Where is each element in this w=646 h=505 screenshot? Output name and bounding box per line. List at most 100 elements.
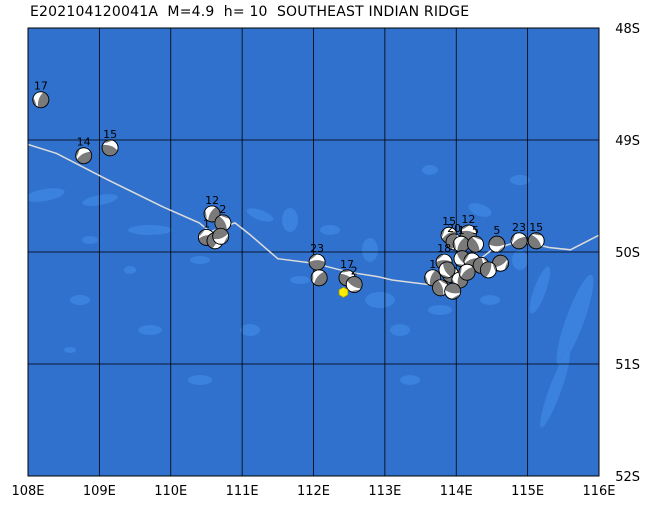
lon-tick-label: 110E bbox=[154, 484, 187, 499]
event-label: 1 bbox=[458, 224, 465, 237]
bathymetry-patch bbox=[512, 250, 528, 270]
bathymetry-patch bbox=[240, 324, 260, 336]
mechanism-compressional bbox=[347, 276, 363, 289]
mechanism-compressional bbox=[199, 229, 206, 237]
bathymetry-patch bbox=[422, 165, 438, 175]
bathymetry-patch bbox=[128, 225, 172, 235]
event-label: 23 bbox=[512, 221, 526, 234]
event-label: 17 bbox=[34, 80, 48, 93]
lon-tick-label: 111E bbox=[226, 484, 259, 499]
epicenter-hexagon bbox=[338, 286, 349, 298]
mechanism-compressional bbox=[459, 266, 462, 276]
mechanism-rim bbox=[444, 282, 462, 300]
mechanism-rim bbox=[212, 227, 230, 245]
mechanism-compressional bbox=[424, 275, 429, 284]
lon-tick-label: 113E bbox=[368, 484, 401, 499]
bathymetry-patch bbox=[320, 225, 340, 235]
mechanism-compressional bbox=[528, 234, 542, 249]
mechanism-compressional bbox=[223, 235, 228, 244]
mechanism-rim bbox=[488, 235, 506, 253]
focal-mechanism bbox=[212, 227, 230, 245]
bathymetry-patch bbox=[82, 194, 118, 206]
event-label: 20 bbox=[447, 222, 461, 235]
mechanism-compressional bbox=[440, 273, 449, 278]
mechanism-compressional bbox=[310, 254, 318, 261]
bathymetry-patch bbox=[468, 203, 492, 217]
focal-mechanism bbox=[214, 214, 232, 232]
bathymetry-patch bbox=[556, 274, 594, 366]
mechanism-compressional bbox=[212, 228, 229, 240]
mechanism-compressional bbox=[214, 215, 227, 231]
bathymetry-patch bbox=[428, 305, 452, 315]
event-label: 2 bbox=[219, 203, 226, 216]
mechanism-rim bbox=[101, 139, 119, 157]
event-label: 2 bbox=[351, 264, 358, 277]
mechanism-compressional bbox=[464, 253, 470, 262]
event-label: 12 bbox=[205, 194, 219, 207]
focal-mechanism bbox=[101, 139, 119, 157]
lon-tick-label: 115E bbox=[511, 484, 544, 499]
mechanism-compressional bbox=[309, 260, 326, 271]
bathymetry-patch bbox=[190, 256, 210, 264]
latitude-labels: 48S 49S 50S 51S 52S bbox=[615, 22, 640, 485]
bathymetry-patch bbox=[282, 208, 298, 232]
lat-tick-label: 49S bbox=[615, 134, 640, 149]
bathymetry-patches bbox=[28, 165, 594, 428]
event-label: 5 bbox=[493, 224, 500, 237]
bathymetry-patch bbox=[540, 352, 570, 428]
bathymetry-patch bbox=[529, 266, 551, 314]
mechanism-compressional bbox=[504, 261, 508, 271]
mechanism-rim bbox=[479, 261, 497, 279]
event-label: 23 bbox=[310, 242, 324, 255]
lat-tick-label: 50S bbox=[615, 246, 640, 261]
mechanism-rim bbox=[467, 235, 484, 253]
mechanism-compressional bbox=[451, 294, 460, 300]
mechanism-compressional bbox=[511, 233, 516, 243]
bathymetry-patch bbox=[510, 175, 530, 185]
map-title: E202104120041A M=4.9 h= 10 SOUTHEAST IND… bbox=[30, 4, 470, 20]
bathymetry-patch bbox=[124, 266, 136, 274]
focal-mechanism bbox=[438, 261, 456, 279]
mechanism-compressional bbox=[467, 237, 480, 253]
mechanism-compressional bbox=[460, 267, 475, 281]
bathymetry-patch bbox=[365, 292, 395, 308]
mechanism-compressional bbox=[221, 215, 230, 219]
event-label: 18 bbox=[437, 242, 451, 255]
lon-tick-label: 108E bbox=[11, 484, 44, 499]
focal-mechanism bbox=[458, 263, 476, 281]
lon-tick-label: 109E bbox=[83, 484, 116, 499]
mechanism-compressional bbox=[350, 289, 360, 293]
mechanism-rim bbox=[214, 214, 232, 232]
focal-mechanism bbox=[510, 232, 528, 250]
mechanism-compressional bbox=[341, 270, 351, 273]
focal-mechanism bbox=[527, 232, 545, 250]
event-label: 1 bbox=[429, 258, 436, 271]
mechanism-compressional bbox=[512, 236, 528, 249]
focal-mechanism bbox=[488, 235, 506, 253]
event-label: 12 bbox=[461, 213, 475, 226]
bathymetry-patch bbox=[64, 347, 76, 353]
lon-tick-label: 112E bbox=[297, 484, 330, 499]
mechanism-compressional bbox=[457, 237, 470, 253]
mechanism-compressional bbox=[488, 236, 505, 247]
lat-tick-label: 51S bbox=[615, 358, 640, 373]
mechanism-rim bbox=[345, 276, 363, 293]
bathymetry-patch bbox=[290, 276, 310, 284]
epicenter-marker bbox=[338, 286, 349, 298]
bathymetry-patch bbox=[390, 324, 410, 336]
focal-mechanism bbox=[308, 253, 326, 271]
mechanism-compressional bbox=[473, 236, 483, 241]
event-label: 1 bbox=[203, 217, 210, 230]
mechanism-compressional bbox=[33, 96, 37, 106]
event-label: 14 bbox=[77, 136, 91, 149]
mechanism-compressional bbox=[204, 209, 207, 219]
mechanism-compressional bbox=[37, 92, 49, 108]
event-label: 5 bbox=[472, 224, 479, 237]
focal-mechanism bbox=[467, 235, 484, 253]
bathymetry-patch bbox=[188, 375, 212, 385]
mechanism-compressional bbox=[432, 280, 444, 296]
bathymetry-patch bbox=[138, 325, 162, 335]
mechanism-compressional bbox=[492, 255, 508, 268]
mechanism-compressional bbox=[104, 140, 113, 144]
